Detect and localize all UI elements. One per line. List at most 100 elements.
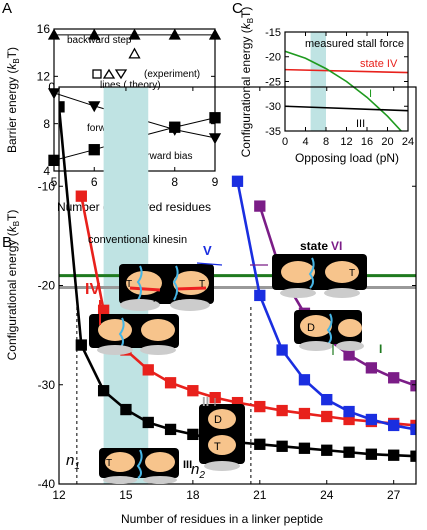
panel-c-xtick-label-0: 0 [282,136,288,148]
state-vi-label: state VI [300,239,342,253]
panel-b-point-0-14 [365,448,378,460]
forward-bias-label: forward bias [138,151,192,162]
panel-b-point-1-8 [254,400,266,413]
panel-a-ylabel: Barrier energy (kBT) [5,47,21,153]
panel-b-xtick-label-0: 12 [52,488,66,502]
experiment-label: (experiment) [144,69,200,80]
panel-b-point-0-3 [120,403,132,416]
theory-label: lines ( theory) [100,80,161,91]
panel-a-point-2-1 [88,144,100,156]
panel-b-ylabel: Configurational energy (kBT) [5,210,21,361]
panel-a-xtick-label-4: 9 [212,175,219,189]
panel-a-xtick-label-1: 6 [91,175,98,189]
panel-c-series-line-2 [285,105,408,112]
panel-a-point-2-4 [209,112,221,124]
panel-b-point-3-6 [388,372,400,384]
panel-b-point-2-6 [365,413,378,426]
panel-a-ytick-label-1: 8 [43,117,50,131]
svg-text:T: T [214,441,221,453]
panel-b-point-0-0 [59,101,65,113]
panel-b-point-1-10 [298,407,311,420]
panel-c-ytick-label-1: -30 [265,101,281,113]
panel-a-point-1-0 [47,88,61,100]
state-iv-label: state IV [360,58,398,70]
kinesin-cartoon-ii: D T [199,404,245,471]
panel-b-point-1-11 [321,410,333,423]
state-i-label-b: I [379,342,382,356]
panel-b-point-1-4 [164,377,177,389]
panel-b-point-1-3 [142,364,154,376]
svg-text:α: α [176,292,182,303]
svg-text:D: D [307,322,315,334]
panel-b-xtick-label-3: 21 [253,488,267,502]
panel-b-point-0-2 [97,385,110,397]
panel-a-xtick-label-3: 8 [171,175,178,189]
state-i-label-c: I [369,88,372,100]
panel-b-xtick-label-5: 27 [387,488,401,502]
svg-text:T: T [106,458,112,469]
svg-text:T: T [349,268,355,279]
panel-a-point-0-2 [128,28,141,40]
panel-b-ytick-label-3: -30 [38,378,56,392]
panel-a: 56789481216 Number of zippered residues … [5,22,222,214]
kinesin-cartoon-top: T T β α [119,264,214,311]
panel-b-point-2-5 [343,405,355,418]
legend-open-triangle-down-icon [114,69,128,80]
conventional-kinesin-label: conventional kinesin [88,234,187,246]
panel-b-ytick-label-0: 0 [48,80,55,94]
panel-a-point-2-3 [169,121,181,133]
panel-b-point-2-7 [388,419,400,432]
panel-b-point-2-1 [254,289,266,302]
panel-a-ytick-label-3: 16 [37,22,51,36]
panel-b-point-2-3 [298,374,311,386]
panel-c-ytick-label-2: -25 [265,76,281,88]
panel-a-xtick-label-0: 5 [51,175,58,189]
kinesin-cartoon-iii: T [99,448,179,484]
svg-text:T: T [199,279,205,290]
panel-b-point-1-5 [187,385,199,397]
state-iii-label-b: III [183,459,192,471]
panel-a-open-point-0 [128,47,141,59]
kinesin-cartoon-i: D [294,310,364,351]
panel-b-point-0-1 [75,339,87,351]
panel-b-series-line-1 [80,195,416,427]
panel-c-xtick-label-2: 8 [323,136,329,148]
panel-b-point-0-16 [410,450,416,462]
panel-b-point-0-9 [254,438,266,450]
panel-c-ytick-label-3: -20 [265,52,281,64]
panel-b-xtick-label-4: 24 [320,488,334,502]
panel-b-point-1-9 [276,404,288,417]
panel-a-point-0-1 [88,28,101,40]
panel-c-xlabel: Opposing load (pN) [295,151,399,165]
panel-b-point-0-13 [343,446,355,458]
panel-b-point-3-4 [343,349,355,361]
state-ii-label: II [202,394,209,409]
state-iv-label-b: IV [85,281,100,298]
panel-b-point-0-5 [164,423,177,436]
panel-b-point-0-6 [187,428,199,441]
panel-b-point-0-10 [276,440,288,452]
legend-open-square-icon [92,69,102,79]
panel-b-point-0-11 [298,442,311,454]
panel-a-point-0-4 [208,28,222,40]
panel-c-shade [310,32,326,131]
n1-label: n1 [66,452,80,472]
panel-a-point-1-4 [208,133,222,145]
panel-b-point-3-0 [254,200,266,212]
panel-b-point-2-4 [321,393,333,406]
panel-b-xtick-label-1: 15 [119,488,133,502]
panel-letter-c: C [232,0,243,17]
legend-open-symbols [92,68,128,80]
panel-a-point-0-3 [168,28,181,40]
kinesin-cartoon-iv [89,314,179,355]
panel-a-ytick-label-0: 4 [43,164,50,178]
panel-a-ytick-label-2: 12 [37,70,51,84]
panel-b-point-0-4 [142,416,154,429]
panel-letter-b: B [2,234,12,251]
state-v-label: V [203,243,212,258]
panel-a-point-1-1 [88,101,101,113]
panel-c-xtick-label-3: 12 [340,136,352,148]
panel-b-ytick-label-2: -20 [38,279,56,293]
stall-force-label: measured stall force [305,38,404,50]
panel-b-point-2-0 [231,175,244,187]
